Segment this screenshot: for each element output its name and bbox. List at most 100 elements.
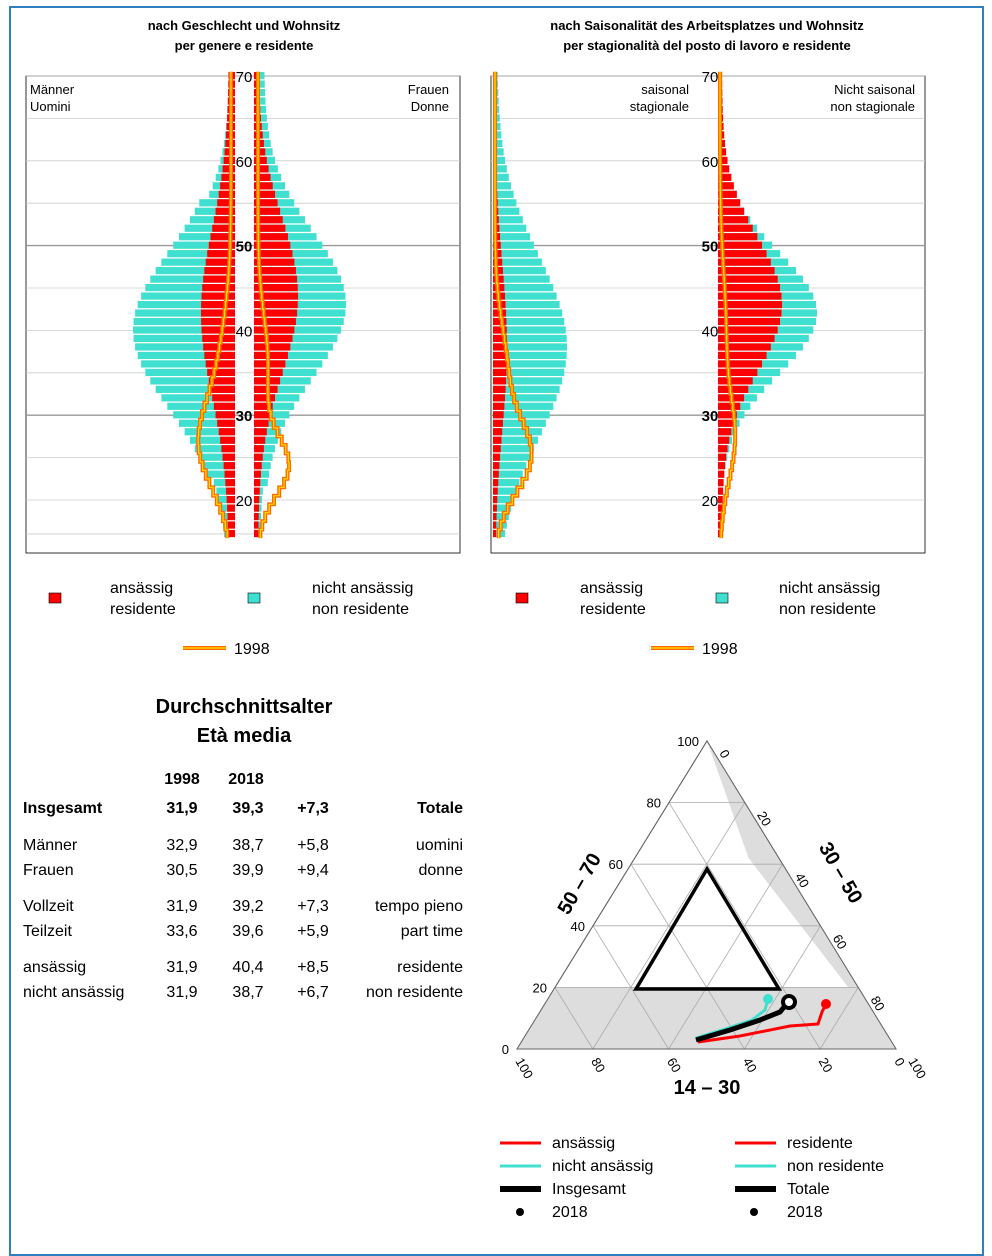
bar-resident — [493, 402, 505, 410]
bar-nonresident — [216, 487, 235, 495]
row-label-it: uomini — [416, 837, 463, 854]
bar-resident — [718, 360, 763, 368]
axis-right-title: 30 – 50 — [814, 839, 866, 908]
row-diff: +9,4 — [297, 862, 329, 879]
bar-resident — [718, 351, 767, 360]
bar-nonresident — [137, 351, 235, 360]
bar-resident — [254, 343, 291, 351]
pyramid-legend-left: ansässig residente nicht ansässig non re… — [48, 580, 413, 658]
bar-resident — [493, 462, 500, 470]
row-label-de: Frauen — [23, 862, 74, 879]
bar-resident — [718, 402, 741, 410]
bar-nonresident — [493, 284, 554, 292]
bar-nonresident — [493, 343, 567, 351]
bar-resident — [254, 436, 266, 444]
bar-resident — [718, 275, 778, 283]
tlegend-resident: ansässig — [552, 1135, 615, 1152]
bar-resident — [208, 241, 235, 249]
bar-resident — [226, 487, 235, 495]
bar-nonresident — [493, 504, 512, 512]
tick-bottom: 60 — [664, 1055, 684, 1075]
bar-nonresident — [254, 300, 346, 309]
bar-resident — [254, 309, 298, 317]
bar-resident — [718, 317, 781, 326]
row-label-it: residente — [397, 959, 463, 976]
bar-resident — [202, 284, 235, 292]
bar-nonresident — [141, 292, 235, 300]
pyramid-gender-title1: nach Geschlecht und Wohnsitz — [148, 18, 341, 33]
bar-resident — [493, 343, 507, 351]
bar-resident — [493, 529, 497, 538]
bar-nonresident — [493, 326, 566, 334]
bar-resident — [493, 411, 504, 419]
bar-resident — [254, 479, 261, 487]
bar-nonresident — [493, 394, 557, 402]
bar-nonresident — [167, 250, 235, 258]
row-value-2018: 38,7 — [232, 984, 263, 1001]
bar-nonresident — [133, 334, 235, 343]
bar-resident — [254, 419, 269, 427]
legend-nonresident-it: non residente — [312, 601, 409, 618]
bar-resident — [254, 190, 276, 198]
bar-resident — [221, 173, 235, 181]
bar-nonresident — [493, 385, 560, 393]
bar-nonresident — [150, 377, 235, 385]
bar-resident — [718, 173, 732, 181]
bar-nonresident — [213, 479, 235, 487]
row-value-2018: 40,4 — [232, 959, 263, 976]
table-row: ansässig 31,9 40,4 +8,5 residente — [23, 959, 463, 976]
bar-resident — [718, 445, 728, 453]
bar-resident — [254, 470, 261, 478]
bar-nonresident — [155, 385, 235, 393]
bar-resident — [718, 267, 775, 275]
row-label-it: part time — [401, 923, 463, 940]
row-value-2018: 39,2 — [232, 898, 263, 915]
bar-resident — [493, 487, 498, 495]
row-label-de: Vollzeit — [23, 898, 74, 915]
tlegend-2018-it: 2018 — [787, 1204, 823, 1221]
bar-resident — [493, 504, 497, 512]
axis-bottom-title: 14 – 30 — [674, 1077, 741, 1099]
bar-resident — [718, 156, 728, 164]
row-label-it: tempo pieno — [375, 898, 463, 915]
bar-nonresident — [493, 165, 507, 173]
tick-left: 20 — [533, 980, 547, 995]
bar-nonresident — [493, 360, 566, 368]
bar-nonresident — [493, 445, 534, 453]
bar-resident — [493, 385, 506, 393]
tick-right: 40 — [792, 870, 812, 890]
bar-resident — [254, 241, 291, 249]
pyramid-seasonal-title1: nach Saisonalität des Arbeitsplatzes und… — [550, 18, 864, 33]
bar-resident — [201, 292, 235, 300]
bar-resident — [254, 233, 288, 241]
bar-resident — [207, 250, 235, 258]
pyramid-gender: nach Geschlecht und Wohnsitz per genere … — [25, 18, 461, 554]
bar-resident — [718, 182, 734, 190]
men-label: Männer — [30, 82, 75, 97]
bar-resident — [204, 267, 235, 275]
table-row: Teilzeit 33,6 39,6 +5,9 part time — [23, 923, 463, 940]
bar-nonresident — [493, 267, 546, 275]
bar-nonresident — [493, 190, 514, 198]
bar-resident — [203, 275, 235, 283]
bar-resident — [227, 504, 235, 512]
bar-nonresident — [493, 419, 546, 427]
bar-nonresident — [161, 394, 235, 402]
bar-resident — [718, 496, 723, 504]
bar-resident — [493, 377, 507, 385]
row-value-1998: 32,9 — [166, 837, 197, 854]
bar-nonresident — [194, 207, 235, 215]
bar-resident — [210, 385, 235, 393]
bar-resident — [718, 216, 749, 224]
row-value-2018: 39,9 — [232, 862, 263, 879]
bar-nonresident — [155, 267, 235, 275]
bar-resident — [201, 300, 235, 309]
tick-bottom: 80 — [588, 1055, 608, 1075]
bar-resident — [207, 368, 235, 376]
bar-resident — [718, 284, 781, 292]
point-resident-2018 — [821, 999, 831, 1009]
bar-nonresident — [206, 470, 235, 478]
bar-resident — [493, 351, 507, 360]
tick-right: 100 — [905, 1055, 929, 1081]
